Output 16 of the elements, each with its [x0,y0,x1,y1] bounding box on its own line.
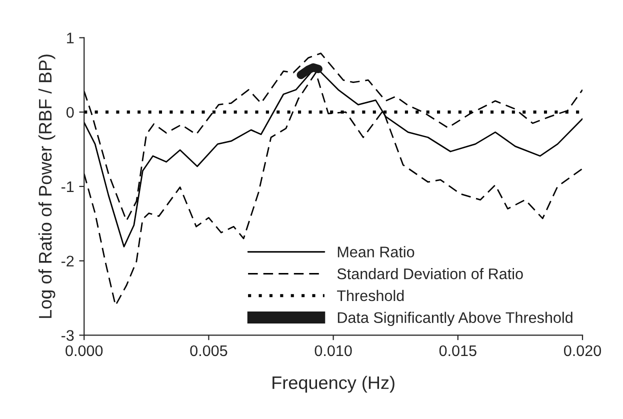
x-axis-title: Frequency (Hz) [272,376,394,393]
y-tick-label: 1 [67,32,74,44]
legend-label: Data Significantly Above Threshold [338,312,572,326]
legend-label: Mean Ratio [338,246,414,258]
y-tick-label: -3 [61,330,74,341]
y-tick-label: -2 [61,256,74,266]
x-tick-label: 0.000 [66,345,103,356]
y-axis-title: Log of Ratio of Power (RBF / BP) [38,54,56,318]
x-tick-label: 0.015 [439,345,476,356]
x-tick-label: 0.020 [564,345,602,356]
legend-label: Standard Deviation of Ratio [337,268,523,280]
x-tick-label: 0.005 [190,345,228,356]
y-tick-label: -1 [61,181,74,192]
x-tick-label: 0.010 [314,345,352,356]
y-tick-label: 0 [66,106,74,118]
legend-label: Threshold [337,290,404,302]
